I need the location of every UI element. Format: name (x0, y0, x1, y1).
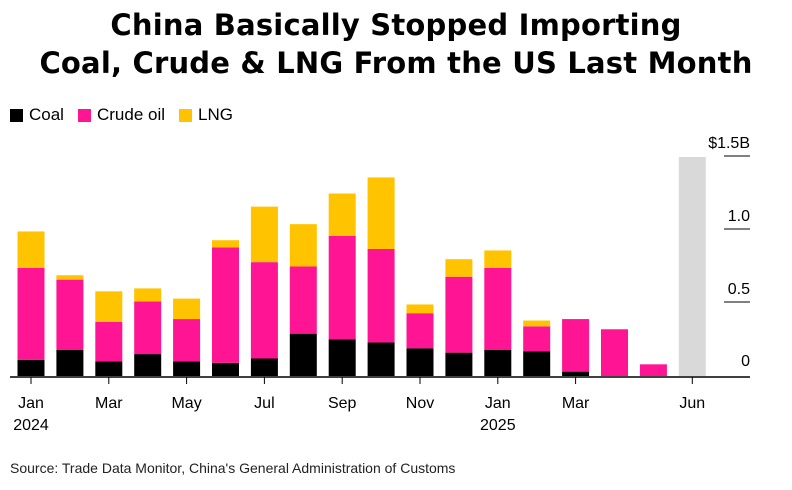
bar-lng-jun-2024 (212, 240, 239, 248)
bar-coal-feb-2025 (523, 351, 551, 376)
bar-lng-feb-2025 (523, 320, 551, 327)
x-tick-label-jun-2025: Jun (679, 395, 705, 412)
legend-label-crude-oil: Crude oil (96, 105, 166, 124)
bar-lng-feb-2024 (56, 275, 84, 280)
bar-crude-oil-mar-2025 (562, 319, 590, 372)
bar-coal-oct-2024 (367, 342, 395, 376)
bar-coal-mar-2025 (562, 371, 590, 376)
legend-swatch-crude-oil (77, 108, 91, 122)
bar-crude-oil-may-2024 (173, 319, 201, 362)
bar-lng-oct-2024 (367, 177, 395, 249)
bar-crude-oil-apr-2024 (134, 301, 162, 355)
bar-coal-nov-2024 (406, 348, 434, 376)
chart-title-line-2: Coal, Crude & LNG From the US Last Month (39, 46, 753, 80)
bar-coal-jan-2024 (17, 359, 45, 376)
chart-title-line-1: China Basically Stopped Importing (110, 8, 682, 42)
bar-crude-oil-jan-2025 (484, 267, 512, 350)
bar-coal-jul-2024 (250, 358, 278, 376)
chart-legend: Coal Crude oil LNG (10, 104, 233, 126)
bar-coal-jun-2024 (212, 362, 239, 376)
bar-lng-jul-2024 (250, 206, 278, 263)
bar-lng-apr-2024 (134, 288, 162, 302)
bar-coal-dec-2024 (445, 352, 473, 376)
bar-coal-jan-2025 (484, 349, 512, 376)
x-tick-label-may-2024: May (171, 395, 201, 412)
bar-highlight-jun-2025 (678, 157, 706, 376)
bar-crude-oil-nov-2024 (406, 313, 434, 349)
bar-lng-jan-2024 (17, 231, 45, 268)
x-tick-label-mar-2024: Mar (95, 395, 123, 412)
bar-crude-oil-oct-2024 (367, 248, 395, 343)
y-tick-label-1-5: $1.5B (708, 135, 750, 152)
bar-crude-oil-aug-2024 (289, 266, 317, 334)
legend-label-lng: LNG (198, 105, 233, 124)
chart-source: Source: Trade Data Monitor, China's Gene… (10, 460, 456, 476)
x-tick-label-jan-2025-year: 2025 (480, 417, 516, 434)
x-tick-label-jan-2025: Jan (485, 395, 511, 412)
bar-crude-oil-may-2025 (639, 364, 667, 376)
bar-lng-dec-2024 (445, 259, 473, 277)
legend-item-crude-oil: Crude oil (77, 105, 166, 125)
bar-lng-may-2024 (173, 298, 201, 320)
stacked-bar-chart: Jan 2024 Mar May Jul Sep Nov Jan 2025 Mar Jun 0 0.5 1… (10, 135, 750, 434)
x-tick-label-jan-2024-year: 2024 (13, 417, 49, 434)
bar-crude-oil-dec-2024 (445, 276, 473, 353)
bar-lng-sep-2024 (328, 193, 356, 236)
x-tick-label-jan-2024: Jan (18, 395, 44, 412)
bar-crude-oil-jul-2024 (250, 262, 278, 359)
bar-coal-aug-2024 (289, 333, 317, 376)
x-tick-label-sep-2024: Sep (328, 395, 357, 412)
bar-coal-feb-2024 (56, 349, 84, 376)
legend-swatch-coal (10, 108, 23, 122)
x-tick-label-nov-2024: Nov (406, 395, 434, 412)
legend-swatch-lng (179, 108, 193, 122)
bar-crude-oil-jun-2024 (212, 247, 239, 363)
x-tick-label-jul-2024: Jul (254, 395, 274, 412)
y-tick-label-1: 1.0 (728, 208, 750, 225)
legend-item-lng: LNG (179, 105, 233, 125)
bar-crude-oil-feb-2024 (56, 279, 84, 350)
bar-lng-nov-2024 (406, 304, 434, 314)
legend-label-coal: Coal (29, 105, 64, 124)
y-tick-label-0-5: 0.5 (728, 281, 750, 298)
bar-coal-may-2024 (173, 361, 201, 376)
bar-coal-apr-2024 (134, 354, 162, 376)
bar-coal-mar-2024 (95, 361, 123, 376)
bar-crude-oil-sep-2024 (328, 235, 356, 340)
y-tick-label-0: 0 (741, 353, 750, 370)
bar-crude-oil-mar-2024 (95, 321, 123, 362)
bar-crude-oil-apr-2025 (601, 329, 628, 376)
bar-lng-mar-2024 (95, 291, 123, 322)
bar-lng-aug-2024 (289, 224, 317, 267)
bar-coal-sep-2024 (328, 339, 356, 376)
legend-item-coal: Coal (10, 105, 64, 125)
bar-crude-oil-jan-2024 (17, 267, 45, 360)
x-tick-label-mar-2025: Mar (562, 395, 590, 412)
bar-lng-jan-2025 (484, 250, 512, 268)
bar-crude-oil-feb-2025 (523, 326, 551, 352)
chart-title: China Basically Stopped Importing Coal, … (0, 6, 792, 82)
